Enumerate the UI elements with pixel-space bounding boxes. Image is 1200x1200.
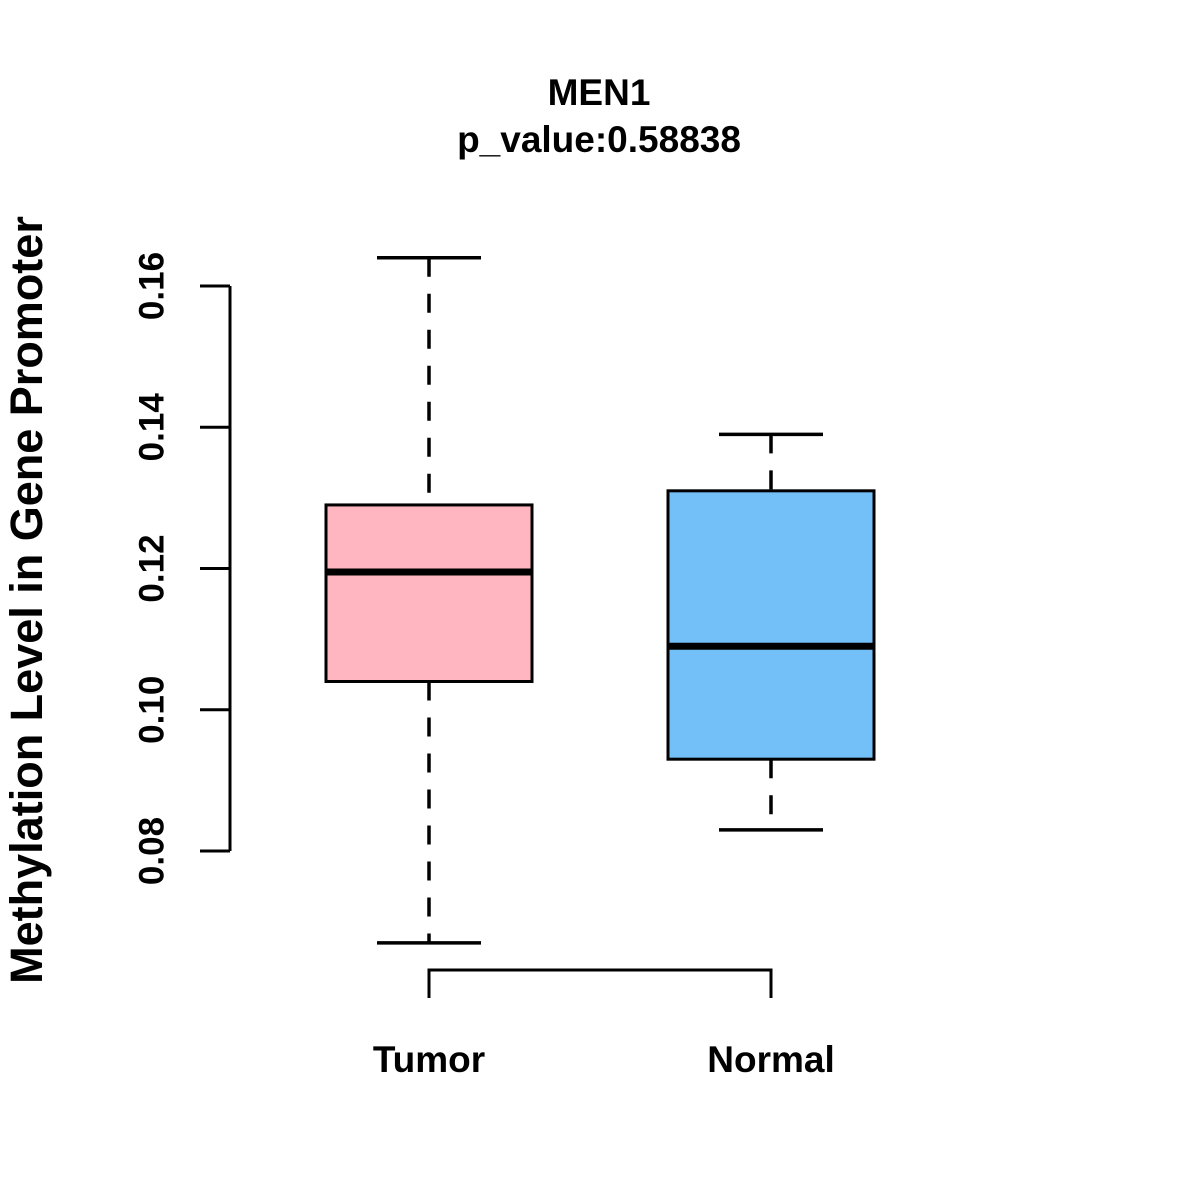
y-axis-label: Methylation Level in Gene Promoter (1, 216, 52, 984)
box-series (324, 256, 876, 945)
box-group-tumor (324, 256, 534, 945)
iqr-box (324, 503, 534, 683)
x-axis: Tumor Normal (373, 968, 835, 1080)
y-tick-label: 0.14 (133, 393, 172, 462)
chart-subtitle: p_value:0.58838 (457, 119, 741, 160)
box-group-normal (666, 432, 876, 832)
x-axis-bracket (427, 968, 773, 998)
y-tick-label: 0.10 (133, 676, 172, 744)
y-tick-label: 0.16 (133, 252, 172, 320)
x-category-label: Normal (707, 1039, 834, 1080)
y-tick-label: 0.12 (133, 534, 172, 602)
y-axis: 0.08 0.10 0.12 0.14 0.16 (133, 252, 232, 885)
y-tick-label: 0.08 (133, 817, 172, 885)
chart-title: MEN1 (548, 72, 651, 113)
iqr-box (666, 489, 876, 761)
x-category-label: Tumor (373, 1039, 485, 1080)
